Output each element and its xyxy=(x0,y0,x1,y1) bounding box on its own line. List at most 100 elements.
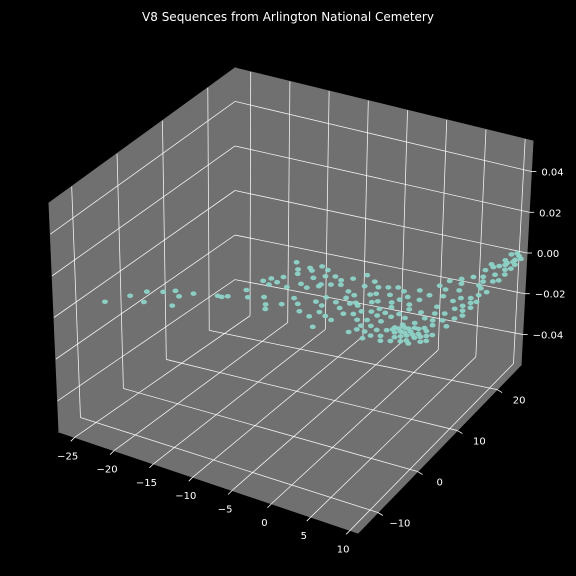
data-point xyxy=(501,272,508,277)
data-point xyxy=(459,308,466,314)
data-point xyxy=(364,317,371,323)
data-point xyxy=(268,276,275,281)
data-point xyxy=(488,262,495,267)
data-point xyxy=(243,287,250,293)
data-point xyxy=(407,329,414,335)
grid-line xyxy=(231,342,401,491)
data-point xyxy=(127,293,134,299)
grid-line xyxy=(51,145,236,277)
data-point xyxy=(364,272,371,278)
data-point xyxy=(416,297,423,303)
data-point xyxy=(496,263,503,269)
data-point xyxy=(169,303,176,308)
data-point xyxy=(367,323,374,329)
data-point xyxy=(415,326,422,332)
data-point xyxy=(319,264,326,269)
data-point xyxy=(280,274,287,280)
data-point xyxy=(396,311,403,317)
data-point xyxy=(361,283,368,289)
data-point xyxy=(354,317,361,323)
data-point xyxy=(352,300,359,306)
data-point xyxy=(296,308,303,314)
data-point xyxy=(358,309,365,314)
data-point xyxy=(345,289,352,294)
data-point xyxy=(457,295,464,301)
grid-line xyxy=(153,329,326,465)
grid-line xyxy=(349,363,514,531)
data-point xyxy=(294,271,301,277)
data-point xyxy=(508,252,515,257)
data-point xyxy=(318,303,325,308)
data-point xyxy=(346,301,353,306)
data-point xyxy=(361,329,368,334)
x-tick-mark xyxy=(109,450,115,455)
data-point xyxy=(224,294,231,299)
data-point xyxy=(516,253,523,259)
data-point xyxy=(431,311,438,316)
data-point xyxy=(429,318,436,323)
data-point xyxy=(406,307,413,312)
data-point xyxy=(328,317,335,323)
data-point xyxy=(421,325,428,331)
data-point xyxy=(467,305,474,311)
data-point xyxy=(388,304,395,310)
data-point xyxy=(459,303,466,309)
data-point xyxy=(467,295,474,301)
data-point xyxy=(309,324,316,330)
data-point xyxy=(373,291,380,297)
data-point xyxy=(475,292,482,298)
data-point xyxy=(397,339,404,344)
data-point xyxy=(322,313,329,319)
data-point xyxy=(385,285,392,290)
data-point xyxy=(260,278,267,284)
data-point xyxy=(336,305,343,311)
data-point xyxy=(190,291,197,296)
data-point xyxy=(489,279,496,284)
data-point xyxy=(417,339,424,345)
data-point xyxy=(395,326,402,331)
data-point xyxy=(262,302,269,307)
data-point xyxy=(416,288,423,293)
grid-line xyxy=(55,234,236,360)
x-tick-mark xyxy=(345,530,351,535)
data-point xyxy=(293,260,300,265)
data-point xyxy=(480,274,487,280)
grid-line xyxy=(234,190,528,254)
data-point xyxy=(323,295,330,300)
data-point xyxy=(470,274,477,280)
data-point xyxy=(353,327,360,332)
data-point xyxy=(411,320,418,326)
data-point xyxy=(391,334,398,340)
x-tick-label: −20 xyxy=(97,465,118,476)
x-tick-label: −15 xyxy=(136,478,157,489)
data-point xyxy=(406,302,413,307)
x-tick-label: −5 xyxy=(218,504,233,515)
x-tick-mark xyxy=(227,490,233,495)
grid-line xyxy=(310,356,477,518)
data-point xyxy=(143,289,150,294)
data-point xyxy=(332,274,339,279)
data-point xyxy=(367,333,374,338)
y-tick-mark xyxy=(377,512,384,516)
data-point xyxy=(172,288,179,294)
x-tick-label: −25 xyxy=(57,451,78,462)
data-point xyxy=(501,267,508,273)
data-point xyxy=(429,322,436,328)
x-tick-mark xyxy=(306,516,312,522)
y-tick-label: 10 xyxy=(473,437,486,448)
data-point xyxy=(440,293,447,299)
data-point xyxy=(395,285,402,290)
data-point xyxy=(303,285,310,290)
data-point xyxy=(492,272,499,278)
data-point xyxy=(483,289,490,295)
data-point xyxy=(322,274,329,279)
data-point xyxy=(359,335,366,341)
data-point xyxy=(417,310,424,315)
data-point xyxy=(367,292,374,297)
x-tick-mark xyxy=(149,463,154,469)
data-point xyxy=(332,299,339,305)
grid-line xyxy=(57,279,236,402)
data-point xyxy=(421,315,428,321)
data-point xyxy=(374,313,381,318)
